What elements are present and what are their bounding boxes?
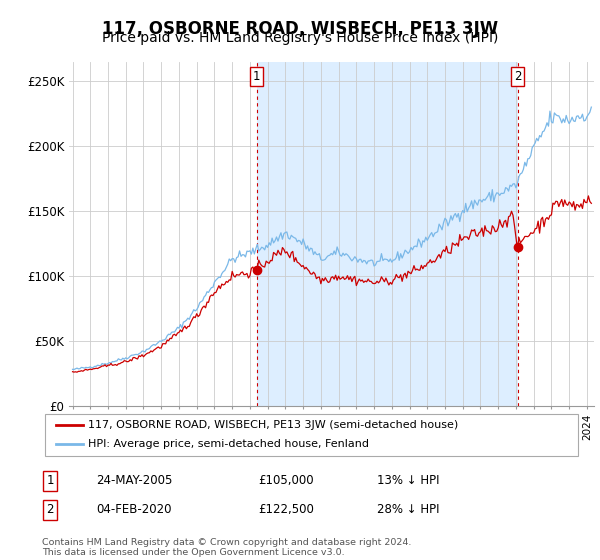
Text: £122,500: £122,500	[258, 503, 314, 516]
Text: 04-FEB-2020: 04-FEB-2020	[96, 503, 172, 516]
FancyBboxPatch shape	[45, 414, 578, 455]
Text: 117, OSBORNE ROAD, WISBECH, PE13 3JW: 117, OSBORNE ROAD, WISBECH, PE13 3JW	[102, 20, 498, 38]
Text: £105,000: £105,000	[258, 474, 314, 487]
Text: 2: 2	[514, 70, 521, 83]
Text: 117, OSBORNE ROAD, WISBECH, PE13 3JW (semi-detached house): 117, OSBORNE ROAD, WISBECH, PE13 3JW (se…	[88, 420, 458, 430]
Text: Contains HM Land Registry data © Crown copyright and database right 2024.
This d: Contains HM Land Registry data © Crown c…	[42, 538, 412, 557]
Text: 1: 1	[253, 70, 260, 83]
Text: 24-MAY-2005: 24-MAY-2005	[96, 474, 172, 487]
Text: 2: 2	[46, 503, 54, 516]
Text: 1: 1	[46, 474, 54, 487]
Text: Price paid vs. HM Land Registry's House Price Index (HPI): Price paid vs. HM Land Registry's House …	[102, 31, 498, 45]
Bar	[257, 62, 518, 406]
Text: HPI: Average price, semi-detached house, Fenland: HPI: Average price, semi-detached house,…	[88, 439, 369, 449]
Text: 28% ↓ HPI: 28% ↓ HPI	[377, 503, 439, 516]
Text: 13% ↓ HPI: 13% ↓ HPI	[377, 474, 439, 487]
